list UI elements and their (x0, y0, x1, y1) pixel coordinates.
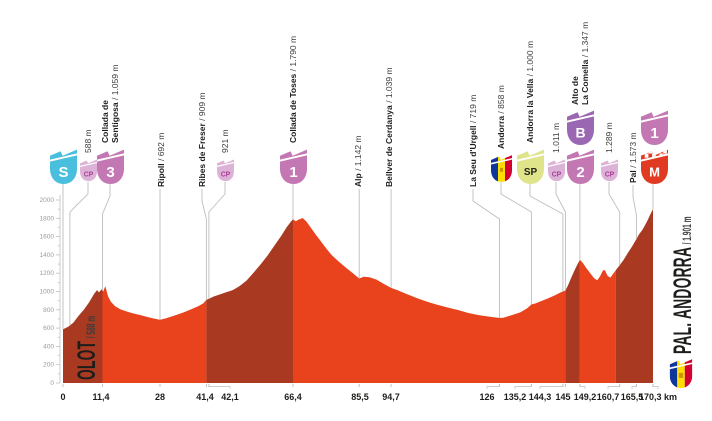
andorra-flag-icon (490, 153, 512, 187)
profile-segment-climb (63, 289, 103, 383)
y-tick-label: 1000 (40, 289, 55, 296)
svg-text:1: 1 (289, 164, 297, 181)
elevation-profile-area (63, 209, 653, 383)
x-tick-label: 170,3 km (639, 392, 677, 402)
marker-elevation-note: 921 m (220, 129, 230, 153)
checkpoint-badge: CP (216, 157, 234, 187)
y-tick-label: 1200 (40, 270, 55, 277)
profile-segment-route (579, 259, 616, 383)
svg-text:1: 1 (650, 125, 658, 142)
svg-text:CP: CP (551, 171, 561, 178)
y-axis: 0 200 400 600 800 1000 1200 1400 1600 1800 2000 (40, 195, 61, 387)
finish-elevation: / 1.901 m (680, 216, 694, 245)
cat1-climb-badge: 1 (279, 147, 307, 189)
x-tick-label: 85,5 (351, 392, 369, 402)
bonus-badge: B (566, 108, 594, 150)
y-tick-label: 600 (43, 325, 54, 332)
marker-label: Pal / 1.573 m (628, 132, 638, 183)
finish-name: PAL. ANDORRA (669, 246, 697, 354)
y-tick-label: 200 (43, 362, 54, 369)
checkpoint-badge: CP (79, 157, 97, 187)
y-tick-label: 800 (43, 307, 54, 314)
x-tick-label: 160,7 (597, 392, 620, 402)
x-tick-label: 145 (555, 392, 570, 402)
cat2-climb-badge: 2 (566, 147, 594, 189)
y-tick-label: 1600 (40, 234, 55, 241)
svg-text:CP: CP (83, 171, 93, 178)
x-tick-label: 126 (479, 392, 494, 402)
marker-label: Collada de Sentigosa / 1.059 m (100, 64, 120, 143)
start-label: OLOT / 588 m (73, 315, 104, 380)
y-tick-label: 0 (50, 380, 54, 387)
profile-segment-route (102, 286, 207, 383)
marker-label: Andorra / 858 m (496, 85, 506, 149)
marker-elevation-note: 1.289 m (604, 122, 614, 153)
x-tick-label: 42,1 (221, 392, 239, 402)
svg-text:B: B (575, 125, 585, 141)
marker-label: Bellver de Cerdanya / 1.039 m (384, 67, 394, 187)
start-badge: S (49, 147, 77, 189)
finish-label: PAL. ANDORRA / 1.901 m (669, 216, 700, 354)
svg-text:CP: CP (604, 171, 614, 178)
marker-label: La Seu d'Urgell / 719 m (468, 94, 478, 187)
x-tick-label: 149,2 (574, 392, 597, 402)
cat3-climb-badge: 3 (96, 147, 124, 189)
profile-segment-climb (206, 219, 293, 383)
start-elevation: / 588 m (84, 315, 98, 339)
x-tick-label: 11,4 (92, 392, 109, 402)
marker-label: Ribes de Freser / 909 m (197, 92, 207, 187)
y-tick-label: 400 (43, 343, 54, 350)
checkpoint-badge: CP (600, 157, 618, 187)
x-tick-label: 94,7 (382, 392, 400, 402)
x-tick-label: 66,4 (284, 392, 302, 402)
marker-label: Alp / 1.142 m (353, 135, 363, 187)
checkpoint-badge: CP (547, 157, 565, 187)
marker-elevation-note: 588 m (83, 129, 93, 153)
svg-text:2: 2 (576, 164, 584, 181)
x-tick-label: 0 (60, 392, 65, 402)
leader-lines (62, 182, 654, 330)
x-tick-label: 144,3 (529, 392, 552, 402)
y-tick-label: 1400 (40, 252, 55, 259)
start-name: OLOT (73, 340, 101, 380)
x-tick-label: 28 (155, 392, 165, 402)
x-tick-label: 165,5 (621, 392, 644, 402)
x-axis: 0 11,4 28 41,4 42,1 66,4 85,5 94,7 126 135,2 144,3… (60, 384, 677, 402)
profile-segment-climb (565, 259, 580, 383)
x-tick-label: 41,4 (196, 392, 214, 402)
andorra-flag-icon (668, 357, 694, 393)
marker-label: Collada de Toses / 1.790 m (288, 35, 298, 143)
marker-label: Ripoll / 692 m (156, 132, 166, 187)
svg-text:3: 3 (106, 164, 114, 181)
marker-label: Alto de La Comella / 1.347 m (570, 21, 590, 105)
svg-text:SP: SP (523, 167, 537, 178)
sprint-badge: SP (516, 147, 544, 189)
svg-text:S: S (58, 164, 68, 181)
cat1-climb-badge: 1 (640, 108, 668, 150)
y-tick-label: 1800 (40, 215, 55, 222)
finish-badge: M (640, 147, 668, 189)
profile-segment-route (293, 218, 566, 383)
x-tick-label: 135,2 (504, 392, 527, 402)
marker-elevation-note: 1.011 m (551, 122, 561, 153)
marker-label: Andorra la Vella / 1.000 m (525, 40, 535, 143)
profile-segment-climb (615, 209, 653, 383)
svg-text:CP: CP (220, 171, 230, 178)
y-tick-label: 2000 (40, 197, 55, 204)
svg-text:M: M (649, 165, 660, 180)
